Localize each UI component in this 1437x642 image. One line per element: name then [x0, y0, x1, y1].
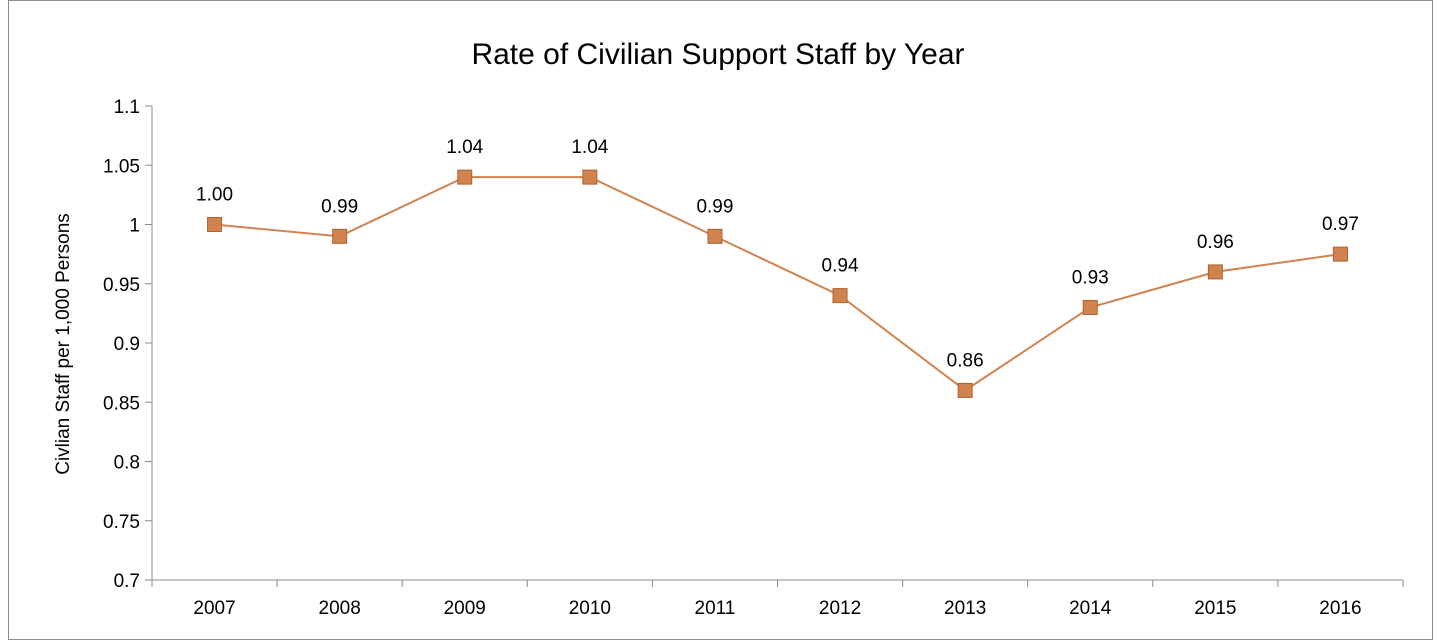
x-tick-label: 2015 — [1194, 598, 1236, 619]
y-tick-label: 1.05 — [103, 156, 140, 177]
data-label: 0.86 — [947, 350, 984, 371]
data-point-marker — [832, 288, 848, 304]
data-label: 0.99 — [321, 196, 358, 217]
chart-frame — [8, 0, 1433, 640]
series-line — [214, 176, 1341, 392]
data-label: 1.00 — [196, 185, 233, 206]
y-tick-label: 0.75 — [103, 512, 140, 533]
data-point-marker — [1207, 264, 1223, 280]
data-label: 0.99 — [696, 196, 733, 217]
y-tick-label: 1 — [129, 216, 140, 237]
series-layer: 1.00 0.99 1.04 1.04 0.99 0.94 0.86 0.93 0.96 0.97 — [196, 137, 1359, 398]
x-tick-label: 2016 — [1319, 598, 1361, 619]
y-tick-label: 0.95 — [103, 275, 140, 296]
x-axis: 2007 2008 2009 2010 2011 2012 2013 2014 2015 2016 — [151, 579, 1404, 619]
y-tick-label: 1.1 — [114, 97, 140, 118]
x-tick-label: 2013 — [944, 598, 986, 619]
data-point-marker — [1332, 246, 1348, 262]
data-point-marker — [332, 228, 348, 244]
data-label: 0.94 — [822, 256, 859, 277]
x-tick-label: 2010 — [569, 598, 611, 619]
y-tick-label: 0.8 — [114, 453, 140, 474]
x-tick-label: 2008 — [319, 598, 361, 619]
data-label: 1.04 — [446, 137, 483, 158]
data-label: 0.93 — [1072, 267, 1109, 288]
data-point-marker — [957, 382, 973, 398]
data-point-marker — [1082, 299, 1098, 315]
y-tick-label: 0.85 — [103, 393, 140, 414]
x-tick-label: 2011 — [695, 598, 736, 619]
data-point-marker — [207, 217, 223, 232]
x-tick-label: 2014 — [1069, 598, 1112, 619]
data-point-marker — [582, 169, 598, 185]
y-tick-label: 0.9 — [114, 334, 140, 355]
chart-title: Rate of Civilian Support Staff by Year — [471, 38, 964, 71]
data-label: 0.97 — [1322, 214, 1359, 235]
data-point-marker — [457, 169, 473, 185]
data-label: 0.96 — [1197, 232, 1234, 253]
data-label: 1.04 — [571, 137, 608, 158]
x-tick-label: 2012 — [819, 598, 861, 619]
y-axis-title: Civlian Staff per 1,000 Persons — [53, 213, 74, 475]
y-tick-label: 0.7 — [114, 571, 140, 592]
y-axis: 0.7 0.75 0.8 0.85 0.9 0.95 1 1.05 1.1 — [103, 97, 153, 592]
x-tick-label: 2009 — [444, 598, 486, 619]
x-tick-label: 2007 — [193, 598, 235, 619]
data-point-marker — [707, 228, 723, 244]
